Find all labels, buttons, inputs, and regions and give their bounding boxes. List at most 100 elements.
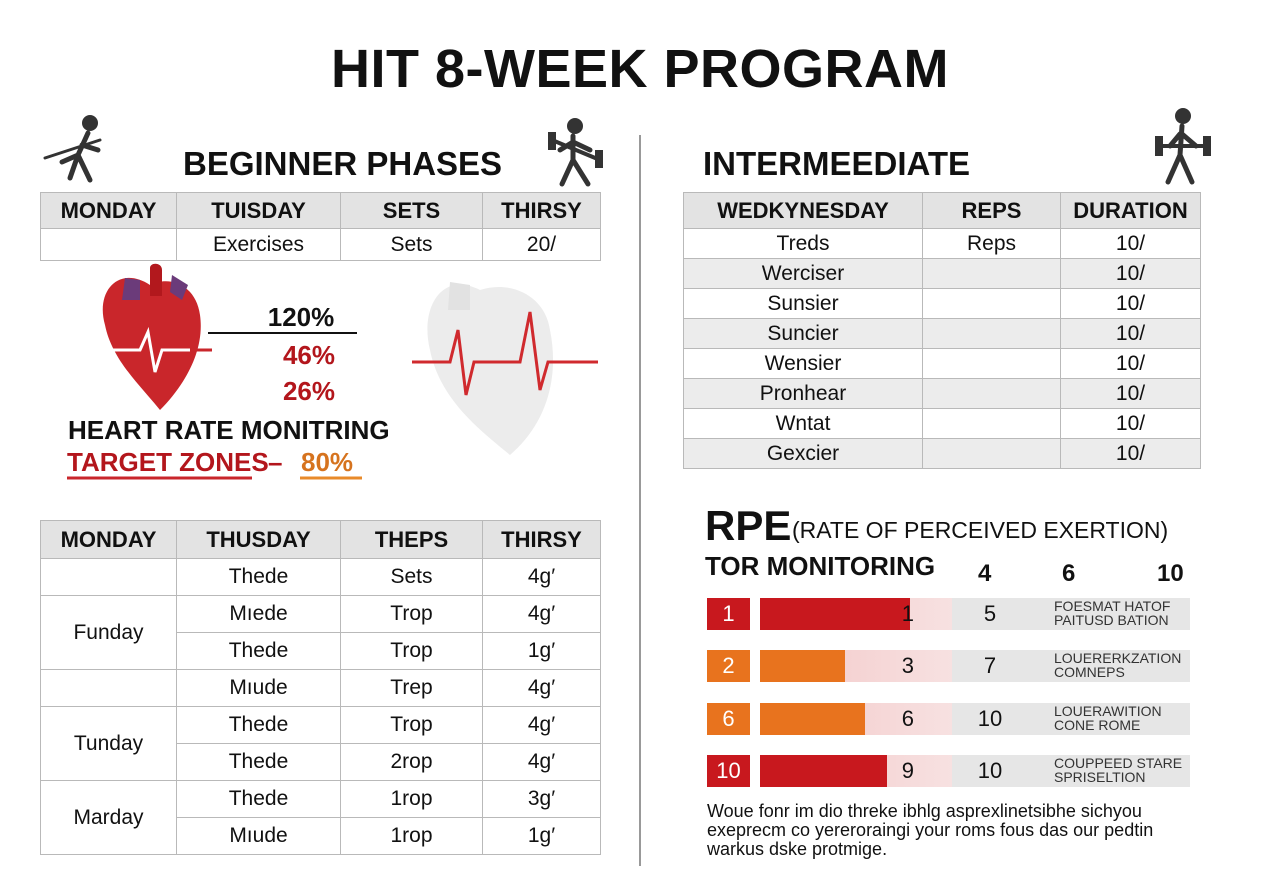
rpe-label: TOR MONITORING: [705, 551, 936, 581]
rpe-scale: 10: [1157, 560, 1184, 587]
table-row: Exercises Sets 20/: [40, 228, 601, 261]
heart-rate-value: 46%: [282, 340, 336, 370]
table-cell: Exercises: [176, 228, 341, 261]
rpe-level: 1: [707, 598, 750, 630]
table-cell: Sunsier: [683, 288, 923, 319]
rpe-detail: 10 LOUERAWITION CONE ROME: [952, 703, 1190, 735]
table-cell: 10/: [1060, 438, 1201, 469]
table-row: Wntat 10/: [683, 408, 1201, 439]
table-cell: [922, 348, 1061, 379]
table-cell: Mıude: [176, 669, 341, 707]
rpe-title: RPE: [705, 502, 792, 549]
footnote: Woue fonr im dio threke ibhlg asprexline…: [707, 802, 1153, 859]
target-label: TARGET ZONES: [67, 447, 269, 477]
rpe-bar-label: 6: [901, 706, 914, 731]
section-heading: BEGINNER PHASES: [183, 145, 503, 182]
table-cell: 10/: [1060, 408, 1201, 439]
table-row: Thede Sets 4g′: [40, 558, 601, 596]
column-header: TUISDAY: [176, 192, 341, 229]
table-cell: Sets: [340, 558, 483, 596]
heart-rate-value: 120%: [267, 302, 335, 332]
rpe-bar-fill: [760, 755, 887, 787]
header-row: MONDAY TUISDAY SETS THIRSY: [40, 192, 601, 229]
description-line: SPRISELTION: [1054, 769, 1146, 785]
beginner-table: MONDAY TUISDAY SETS THIRSY Exercises Sets 20/: [40, 192, 601, 261]
column-header: THIRSY: [482, 520, 601, 559]
table-cell: Werciser: [683, 258, 923, 289]
table-cell: Trop: [340, 595, 483, 633]
table-row: Werciser 10/: [683, 258, 1201, 289]
heart-rate-title: HEART RATE MONITRING: [68, 415, 390, 445]
table-cell: [922, 288, 1061, 319]
column-header: MONDAY: [40, 192, 177, 229]
table-cell: 3g′: [482, 780, 601, 818]
table-cell: Suncier: [683, 318, 923, 349]
table-cell: 4g′: [482, 669, 601, 707]
table-cell: 4g′: [482, 706, 601, 744]
table-cell: 10/: [1060, 378, 1201, 409]
table-cell: 20/: [482, 228, 601, 261]
rpe-bar-label: 1: [901, 601, 914, 626]
table-row: Tunday Thede Trop 4g′: [40, 706, 601, 781]
table-cell: 10/: [1060, 288, 1201, 319]
table-cell: 10/: [1060, 258, 1201, 289]
table-cell: Thede: [176, 780, 341, 818]
rpe-bar: 3: [760, 650, 952, 682]
rpe-score: 5: [983, 601, 997, 626]
header-row: WEDKYNESDAY REPS DURATION: [683, 192, 1201, 229]
table-cell: 1rop: [340, 817, 483, 855]
schedule-table: MONDAY THUSDAY THEPS THIRSY Thede Sets 4g′ Fund…: [40, 520, 601, 855]
rpe-bar-fill: [760, 650, 845, 682]
table-cell: 1g′: [482, 817, 601, 855]
table-row: Treds Reps 10/: [683, 228, 1201, 259]
rpe-bar-fill: [760, 598, 910, 630]
table-row: Sunsier 10/: [683, 288, 1201, 319]
table-cell: Wensier: [683, 348, 923, 379]
table-cell: Wntat: [683, 408, 923, 439]
rpe-level: 10: [707, 755, 750, 787]
rpe-description: FOESMAT HATOF PAITUSD BATION: [1054, 599, 1170, 627]
table-cell: Tunday: [40, 706, 177, 781]
table-cell: [40, 228, 177, 261]
table-cell: [922, 318, 1061, 349]
section-heading: INTERMEEDIATE: [703, 145, 971, 182]
column-header: WEDKYNESDAY: [683, 192, 923, 229]
column-header: SETS: [340, 192, 483, 229]
table-cell: Trop: [340, 632, 483, 670]
rpe-level: 2: [707, 650, 750, 682]
rpe-row: 6 6 10 LOUERAWITION CONE ROME: [707, 703, 1190, 735]
rpe-bar-label: 9: [901, 758, 914, 783]
rpe-row: 2 3 7 LOUERERKZATION COMNEPS: [707, 650, 1190, 682]
table-cell: [922, 408, 1061, 439]
table-row: Suncier 10/: [683, 318, 1201, 349]
rpe-description: LOUERERKZATION COMNEPS: [1054, 651, 1181, 679]
table-row: Mıude 1rop 1g′: [41, 817, 601, 855]
table-cell: [922, 258, 1061, 289]
table-row: Marday Thede 1rop 3g′: [40, 780, 601, 855]
rpe-row: 10 9 10 COUPPEED STARE SPRISELTION: [707, 755, 1190, 787]
column-header: REPS: [922, 192, 1061, 229]
table-cell: 4g′: [482, 558, 601, 596]
table-row: Thede 2rop 4g′: [41, 743, 601, 781]
table-cell: 10/: [1060, 348, 1201, 379]
column-header: DURATION: [1060, 192, 1201, 229]
rpe-detail: 10 COUPPEED STARE SPRISELTION: [952, 755, 1190, 787]
table-cell: 2rop: [340, 743, 483, 781]
rpe-bar: 1: [760, 598, 952, 630]
table-cell: Mıude: [176, 817, 341, 855]
table-cell: Thede: [176, 558, 341, 596]
column-header: THUSDAY: [176, 520, 341, 559]
description-line: LOUERAWITION: [1054, 703, 1162, 719]
target-value: 80%: [301, 447, 354, 477]
target-dash: –: [268, 447, 283, 477]
table-cell: Mıede: [176, 595, 341, 633]
table-cell: 10/: [1060, 318, 1201, 349]
column-header: MONDAY: [40, 520, 177, 559]
rpe-detail: 7 LOUERERKZATION COMNEPS: [952, 650, 1190, 682]
rpe-scale: 4: [978, 560, 992, 587]
heart-rate-value: 26%: [282, 376, 336, 406]
description-line: PAITUSD BATION: [1054, 612, 1169, 628]
table-row: Wensier 10/: [683, 348, 1201, 379]
